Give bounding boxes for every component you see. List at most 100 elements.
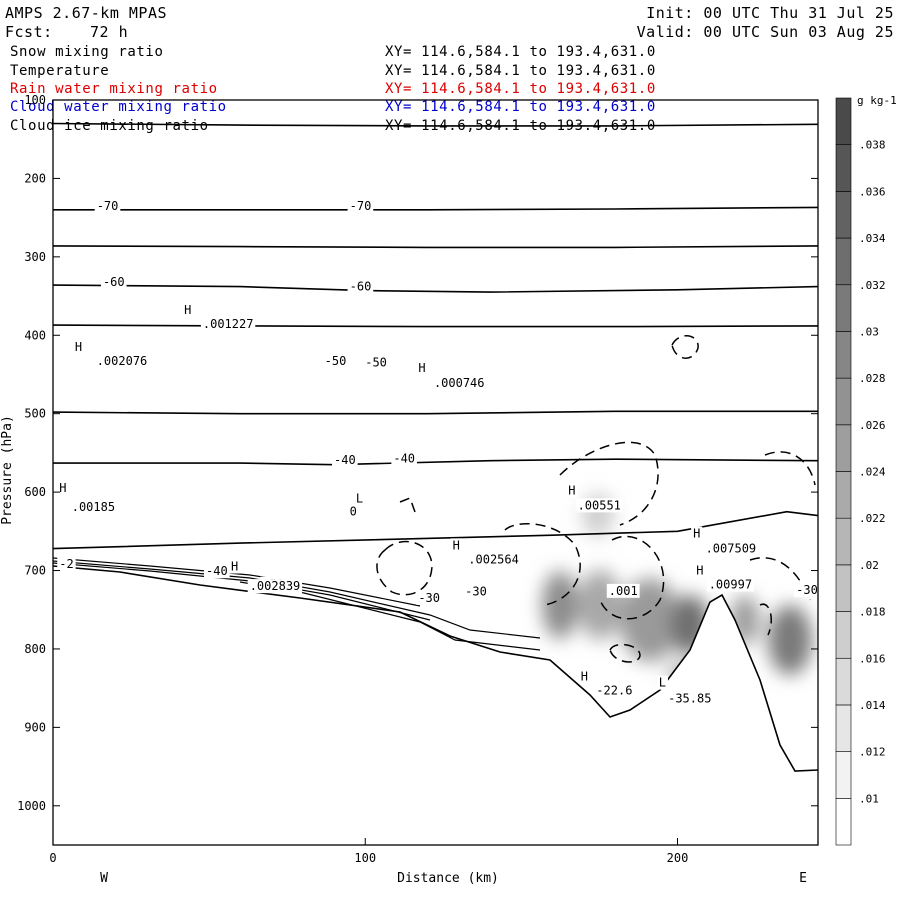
label-backdrop: [463, 584, 489, 599]
label-backdrop: [182, 303, 194, 318]
contour-label: .002839: [250, 579, 301, 593]
contour-label: .001: [609, 584, 638, 598]
contour-label: -50: [325, 354, 347, 368]
label-backdrop: [694, 563, 706, 578]
model-title: AMPS 2.67-km MPAS: [5, 4, 168, 22]
contour-label: .00185: [72, 500, 115, 514]
label-backdrop: [666, 691, 714, 706]
contour-label: H: [581, 669, 588, 683]
isotherm-line: [52, 410, 818, 415]
contour-label: H: [231, 560, 238, 574]
colorbar-swatch: [835, 751, 852, 799]
y-tick-label: 400: [24, 328, 46, 342]
contour-label: H: [184, 303, 191, 317]
label-backdrop: [794, 583, 820, 598]
colorbar-tick-label: .014: [859, 699, 886, 712]
valid-time: Valid: 00 UTC Sun 03 Aug 25: [636, 23, 894, 41]
contour-label: H: [418, 361, 425, 375]
contour-label: -35.85: [668, 691, 711, 705]
colorbar-swatch: [835, 704, 852, 752]
contour-label: -40: [334, 453, 356, 467]
mixing-ratio-shading: [542, 493, 812, 689]
label-backdrop: [566, 483, 578, 498]
colorbar-swatch: [835, 284, 852, 332]
colorbar-tick-label: .016: [859, 652, 886, 665]
label-backdrop: [575, 498, 623, 513]
isotherm-line: [53, 458, 819, 466]
contour-label: .001227: [203, 317, 254, 331]
label-backdrop: [200, 317, 256, 332]
colorbar: .01 .012 .014 .016 .018 .02 .022 .024 .026 .028 .0…: [835, 97, 886, 846]
label-backdrop: [466, 552, 521, 567]
field-snow-coords: XY= 114.6,584.1 to 193.4,631.0: [385, 44, 656, 60]
colorbar-tick-label: .01: [859, 792, 879, 805]
colorbar-tick-label: .032: [859, 279, 886, 292]
y-tick-label: 800: [24, 642, 46, 656]
colorbar-swatch: [835, 377, 852, 426]
label-backdrop: [703, 541, 758, 556]
x-tick-label: 0: [49, 851, 56, 865]
contour-label: H: [59, 481, 66, 495]
contour-label: H: [696, 563, 703, 577]
contour-label: .00997: [709, 578, 752, 592]
label-backdrop: [594, 683, 635, 698]
label-backdrop: [100, 274, 127, 289]
contour-label: -40: [393, 451, 415, 465]
contour-label: -40: [206, 564, 228, 578]
field-rain-name: Rain water mixing ratio: [10, 81, 218, 97]
terrain-mask: [53, 566, 818, 845]
contour-label: -30: [418, 591, 440, 605]
label-backdrop: [332, 452, 358, 467]
colorbar-tick-label: .03: [859, 325, 879, 338]
pressure-axis: 100 200 300 400 500 600 700 800 900 1000: [17, 93, 818, 813]
contour-label: .002076: [97, 354, 148, 368]
y-tick-label: 600: [24, 485, 46, 499]
label-backdrop: [94, 354, 150, 369]
colorbar-tick-label: .024: [859, 466, 886, 479]
colorbar-swatch: [835, 517, 852, 566]
colorbar-swatch: [835, 471, 852, 519]
label-backdrop: [363, 355, 389, 370]
label-backdrop: [204, 564, 230, 579]
field-snow-name: Snow mixing ratio: [10, 44, 164, 60]
colorbar-tick-label: .038: [859, 139, 886, 152]
y-tick-label: 700: [24, 564, 46, 578]
colorbar-tick-label: .026: [859, 419, 886, 432]
y-tick-label: 900: [24, 720, 46, 734]
forecast-label: Fcst:: [5, 23, 53, 41]
init-time: Init: 00 UTC Thu 31 Jul 25: [646, 4, 894, 22]
isotherm-line: [52, 122, 819, 127]
contour-label: -30: [796, 583, 818, 597]
colorbar-unit: g kg-1: [857, 94, 897, 107]
label-backdrop: [322, 354, 349, 369]
contour-label: H: [75, 340, 82, 354]
label-backdrop: [347, 279, 374, 294]
label-backdrop: [578, 669, 590, 684]
label-backdrop: [606, 583, 640, 598]
colorbar-tick-label: .036: [859, 185, 886, 198]
label-backdrop: [450, 538, 462, 553]
x-tick-label: 200: [667, 851, 689, 865]
isotherm-line: [52, 245, 819, 249]
colorbar-swatch: [835, 191, 852, 239]
contour-label: -30: [465, 585, 487, 599]
label-backdrop: [347, 504, 359, 519]
colorbar-swatch: [835, 657, 852, 706]
contour-label: .000746: [434, 376, 485, 390]
label-backdrop: [57, 481, 69, 496]
label-backdrop: [416, 361, 428, 376]
label-backdrop: [691, 526, 703, 541]
x-tick-label: 100: [354, 851, 376, 865]
east-label: E: [799, 871, 807, 886]
contour-label: .002564: [468, 552, 519, 566]
contour-label: H: [693, 527, 700, 541]
y-tick-label: 200: [24, 171, 46, 185]
colorbar-swatch: [835, 564, 852, 612]
y-axis-title: Pressure (hPa): [0, 415, 15, 525]
label-backdrop: [706, 577, 754, 592]
field-rain-coords: XY= 114.6,584.1 to 193.4,631.0: [385, 81, 656, 97]
field-temperature-coords: XY= 114.6,584.1 to 193.4,631.0: [385, 63, 656, 79]
field-cloudwater-name: Cloud water mixing ratio: [10, 99, 227, 115]
y-tick-label: 500: [24, 407, 46, 421]
